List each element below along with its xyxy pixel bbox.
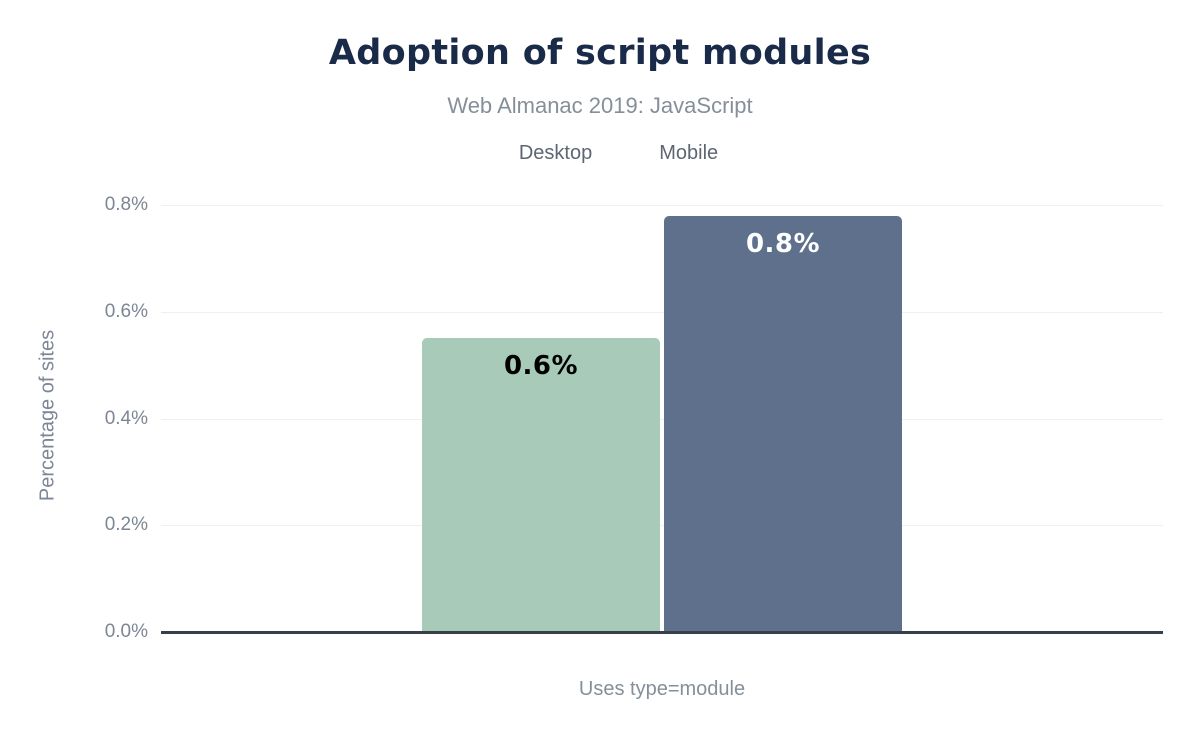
y-tick-3: 0.6% [104,301,148,322]
gridline [161,525,1163,526]
chart-title: Adoption of script modules [328,33,872,73]
gridline [161,205,1163,206]
y-axis-title: Percentage of sites [36,329,59,502]
bar-value-label-mobile: 0.8% [745,229,821,259]
y-tick-1: 0.2% [104,514,148,535]
y-tick-0: 0.0% [104,621,148,642]
legend-label-mobile: Mobile [659,142,719,164]
legend-item-desktop: Desktop [482,142,592,165]
gridline [161,419,1163,420]
x-axis-label: Uses type=module [578,678,746,700]
legend: Desktop Mobile [0,142,1200,165]
x-axis-baseline [161,631,1163,634]
bar-value-label-desktop: 0.6% [503,351,579,381]
gridline [161,312,1163,313]
bar-desktop: 0.6% [422,338,660,632]
bar-mobile: 0.8% [664,216,902,632]
legend-label-desktop: Desktop [518,142,593,164]
y-tick-2: 0.4% [104,408,148,429]
y-tick-4: 0.8% [104,194,148,215]
legend-item-mobile: Mobile [622,142,718,165]
desktop-swatch-icon [482,143,503,164]
mobile-swatch-icon [622,143,643,164]
chart-subtitle: Web Almanac 2019: JavaScript [447,93,753,118]
